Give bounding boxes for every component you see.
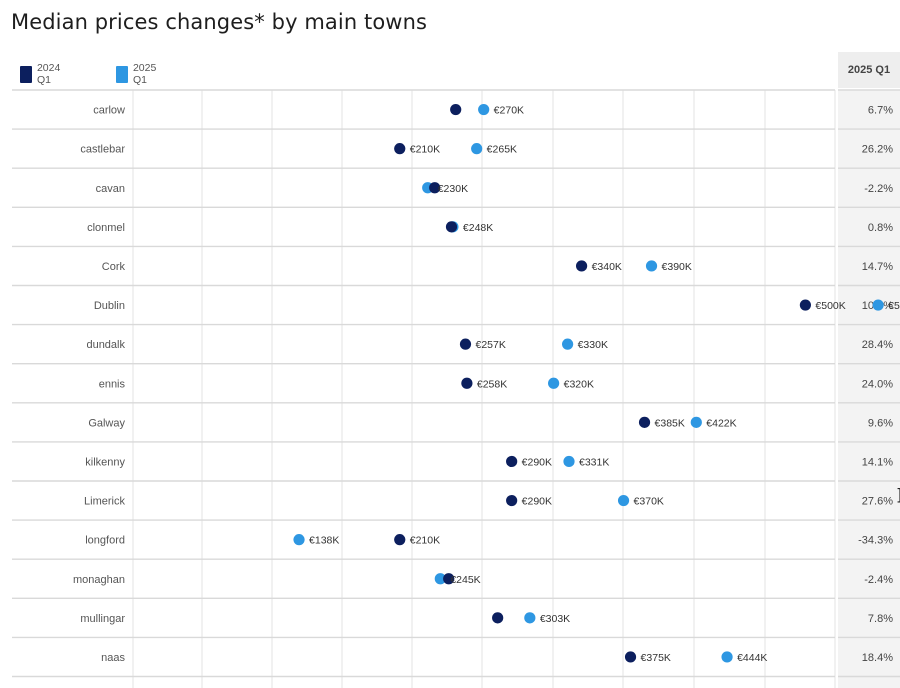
dot-2025 bbox=[548, 377, 560, 389]
label-2025: €265K bbox=[487, 144, 517, 156]
pct-column-bg bbox=[838, 90, 900, 688]
label-2024: €258K bbox=[477, 378, 507, 390]
label-2025: €320K bbox=[564, 378, 594, 390]
dot-2024 bbox=[492, 612, 504, 624]
dot-2024 bbox=[799, 299, 812, 311]
legend-swatch-2025 bbox=[116, 65, 128, 83]
dot-2024 bbox=[394, 534, 406, 546]
pct-change-value: 6.7% bbox=[868, 105, 893, 117]
pct-column-header: 2025 Q1 bbox=[838, 52, 900, 88]
dot-2024 bbox=[575, 260, 588, 272]
pct-change-value: 18.4% bbox=[862, 652, 893, 664]
label-2024: €257K bbox=[475, 339, 505, 351]
chart-title: Median prices changes* by main towns bbox=[11, 10, 428, 34]
dot-2025 bbox=[471, 143, 483, 155]
dot-2025 bbox=[524, 612, 536, 624]
dot-2024 bbox=[506, 455, 518, 468]
legend-swatch-2024 bbox=[20, 65, 32, 83]
dot-2024 bbox=[461, 377, 473, 389]
pct-change-value: -2.2% bbox=[864, 183, 893, 195]
dot-2024 bbox=[638, 416, 651, 428]
label-2024: €210K bbox=[410, 535, 440, 547]
dot-2024 bbox=[429, 182, 441, 194]
label-2025: €270K bbox=[494, 105, 524, 117]
label-2024: €210K bbox=[410, 144, 440, 156]
dot-2024 bbox=[445, 221, 458, 233]
dot-2024 bbox=[443, 573, 455, 585]
category-label: naas bbox=[101, 652, 125, 664]
pct-change-value: 14.1% bbox=[862, 456, 893, 468]
dot-2024 bbox=[506, 494, 518, 507]
label-2025: €230K bbox=[438, 183, 468, 195]
dot-2025 bbox=[562, 338, 574, 350]
pct-change-value: 26.2% bbox=[862, 144, 893, 156]
label-2025: €138K bbox=[309, 535, 339, 547]
pct-change-value: -2.4% bbox=[864, 574, 893, 586]
text-cursor-icon: ] bbox=[896, 486, 900, 504]
dot-2025 bbox=[721, 651, 733, 663]
category-label: Dublin bbox=[94, 300, 125, 312]
label-2025: €444K bbox=[737, 652, 767, 664]
label-2025: €552K bbox=[888, 300, 900, 312]
category-label: ennis bbox=[99, 378, 126, 390]
dot-2025 bbox=[872, 299, 884, 311]
pct-change-value: 9.6% bbox=[868, 417, 893, 429]
category-label: longford bbox=[85, 535, 125, 547]
label-2025: €422K bbox=[706, 417, 736, 429]
label-2025: €303K bbox=[540, 613, 570, 625]
label-2025: €331K bbox=[579, 456, 609, 468]
pct-change-value: 0.8% bbox=[868, 222, 893, 234]
category-label: Galway bbox=[88, 417, 125, 429]
label-2025: €390K bbox=[662, 261, 692, 273]
category-label: monaghan bbox=[73, 574, 125, 586]
dot-2025 bbox=[293, 534, 305, 546]
dot-2025 bbox=[563, 455, 575, 468]
legend-label-2024: 2024 Q1 bbox=[36, 62, 61, 86]
legend-item-2024[interactable]: 2024 Q1 bbox=[20, 62, 65, 86]
label-2024: €290K bbox=[522, 456, 552, 468]
dot-2024 bbox=[624, 651, 637, 663]
category-label: cavan bbox=[96, 183, 125, 195]
label-2025: €330K bbox=[578, 339, 608, 351]
pct-change-value: -34.3% bbox=[858, 535, 893, 547]
pct-change-value: 14.7% bbox=[862, 261, 893, 273]
dot-2025 bbox=[617, 494, 630, 507]
legend-label-2025: 2025 Q1 bbox=[132, 62, 157, 86]
label-2025: €370K bbox=[634, 496, 664, 508]
label-2024: €290K bbox=[522, 496, 552, 508]
category-label: dundalk bbox=[86, 339, 125, 351]
label-2024: €375K bbox=[641, 652, 671, 664]
category-label: Cork bbox=[102, 261, 126, 273]
dot-2024 bbox=[450, 103, 462, 116]
category-label: carlow bbox=[93, 105, 125, 117]
dot-2025 bbox=[434, 573, 446, 585]
label-2024: €385K bbox=[655, 417, 685, 429]
label-2024: €500K bbox=[815, 300, 845, 312]
pct-change-value: 24.0% bbox=[862, 378, 893, 390]
label-2024: €340K bbox=[592, 261, 622, 273]
category-label: castlebar bbox=[80, 144, 125, 156]
pct-change-value: 7.8% bbox=[868, 613, 893, 625]
category-label: kilkenny bbox=[85, 456, 125, 468]
category-label: Limerick bbox=[84, 496, 125, 508]
dot-2025 bbox=[690, 416, 702, 428]
label-2025: €248K bbox=[463, 222, 493, 234]
pct-change-value: 28.4% bbox=[862, 339, 893, 351]
dot-2025 bbox=[645, 260, 658, 272]
legend-item-2025[interactable]: 2025 Q1 bbox=[116, 62, 161, 86]
dot-2024 bbox=[394, 143, 406, 155]
category-label: mullingar bbox=[80, 613, 125, 625]
dot-2025 bbox=[478, 103, 490, 116]
label-2025: €245K bbox=[450, 574, 480, 586]
pct-change-value: 27.6% bbox=[862, 496, 893, 508]
dot-2024 bbox=[459, 338, 472, 350]
category-label: clonmel bbox=[87, 222, 125, 234]
